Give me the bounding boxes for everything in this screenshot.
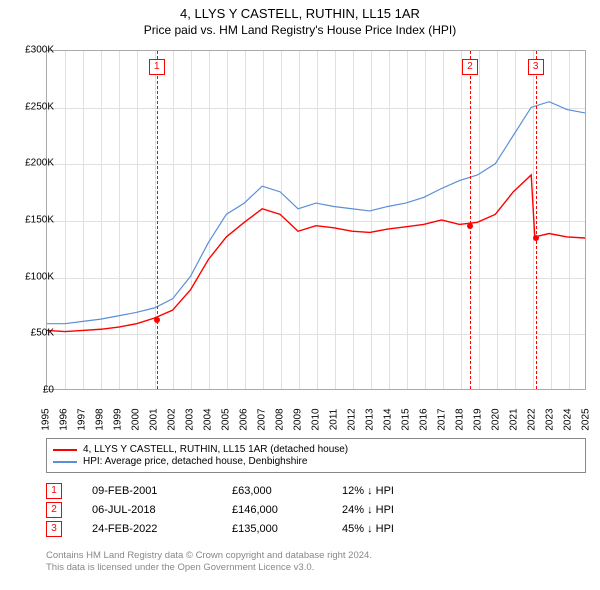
y-axis-label: £50K	[14, 328, 54, 339]
legend: 4, LLYS Y CASTELL, RUTHIN, LL15 1AR (det…	[46, 438, 586, 473]
legend-swatch	[53, 449, 77, 451]
x-axis-label: 1999	[113, 408, 124, 430]
x-axis-label: 2012	[347, 408, 358, 430]
x-axis-label: 2024	[563, 408, 574, 430]
chart-subtitle: Price paid vs. HM Land Registry's House …	[0, 23, 600, 37]
x-axis-label: 2004	[203, 408, 214, 430]
x-axis-label: 2020	[491, 408, 502, 430]
sales-row-diff: 24% ↓ HPI	[342, 504, 462, 516]
sales-row-price: £63,000	[232, 485, 342, 497]
sales-row-price: £146,000	[232, 504, 342, 516]
legend-label: 4, LLYS Y CASTELL, RUTHIN, LL15 1AR (det…	[83, 444, 348, 455]
x-axis-label: 2003	[185, 408, 196, 430]
sales-row: 1 09-FEB-2001£63,00012% ↓ HPI	[46, 483, 586, 499]
x-axis-label: 2023	[545, 408, 556, 430]
x-axis-label: 2007	[257, 408, 268, 430]
legend-row: 4, LLYS Y CASTELL, RUTHIN, LL15 1AR (det…	[53, 444, 579, 455]
legend-swatch	[53, 461, 77, 463]
x-axis-label: 2005	[221, 408, 232, 430]
sale-marker-line	[536, 51, 537, 389]
chart-container: 4, LLYS Y CASTELL, RUTHIN, LL15 1AR Pric…	[0, 0, 600, 590]
sale-marker-line	[470, 51, 471, 389]
sales-row-price: £135,000	[232, 523, 342, 535]
sales-row: 3 24-FEB-2022£135,00045% ↓ HPI	[46, 521, 586, 537]
x-axis-label: 2000	[131, 408, 142, 430]
x-axis-label: 2006	[239, 408, 250, 430]
x-axis-label: 2018	[455, 408, 466, 430]
x-axis-label: 2015	[401, 408, 412, 430]
x-axis-label: 2019	[473, 408, 484, 430]
hpi-line	[47, 102, 585, 324]
x-axis-label: 2002	[167, 408, 178, 430]
sale-marker-line	[157, 51, 158, 389]
sale-dot	[533, 235, 539, 241]
x-axis-label: 2008	[275, 408, 286, 430]
y-axis-label: £300K	[14, 45, 54, 56]
sales-row: 2 06-JUL-2018£146,00024% ↓ HPI	[46, 502, 586, 518]
y-axis-label: £150K	[14, 215, 54, 226]
x-axis-label: 2001	[149, 408, 160, 430]
x-axis-label: 2009	[293, 408, 304, 430]
footer-line2: This data is licensed under the Open Gov…	[46, 562, 586, 574]
sales-row-date: 09-FEB-2001	[92, 485, 232, 497]
chart-title-address: 4, LLYS Y CASTELL, RUTHIN, LL15 1AR	[0, 6, 600, 21]
x-axis-label: 1995	[41, 408, 52, 430]
footer-attribution: Contains HM Land Registry data © Crown c…	[46, 550, 586, 575]
y-axis-label: £100K	[14, 271, 54, 282]
series-svg	[47, 51, 585, 389]
x-axis-label: 2013	[365, 408, 376, 430]
sales-row-diff: 45% ↓ HPI	[342, 523, 462, 535]
x-axis-label: 2017	[437, 408, 448, 430]
sales-row-marker: 2	[46, 502, 62, 518]
sales-row-marker: 1	[46, 483, 62, 499]
sale-marker-box: 1	[149, 59, 165, 75]
x-axis-label: 2022	[527, 408, 538, 430]
sales-row-marker: 3	[46, 521, 62, 537]
property-line	[47, 175, 585, 332]
y-axis-label: £0	[14, 385, 54, 396]
x-axis-label: 1997	[77, 408, 88, 430]
chart-plot-area: 1 2 3	[46, 50, 586, 390]
x-axis-label: 1998	[95, 408, 106, 430]
footer-line1: Contains HM Land Registry data © Crown c…	[46, 550, 586, 562]
x-axis-label: 2025	[581, 408, 592, 430]
x-axis-label: 2010	[311, 408, 322, 430]
x-axis-label: 1996	[59, 408, 70, 430]
legend-row: HPI: Average price, detached house, Denb…	[53, 456, 579, 467]
x-axis-label: 2011	[329, 409, 340, 431]
sales-row-date: 24-FEB-2022	[92, 523, 232, 535]
x-axis-label: 2016	[419, 408, 430, 430]
sales-row-date: 06-JUL-2018	[92, 504, 232, 516]
y-axis-label: £200K	[14, 158, 54, 169]
sales-row-diff: 12% ↓ HPI	[342, 485, 462, 497]
legend-label: HPI: Average price, detached house, Denb…	[83, 456, 307, 467]
x-axis-label: 2014	[383, 408, 394, 430]
sale-marker-box: 2	[462, 59, 478, 75]
sales-table: 1 09-FEB-2001£63,00012% ↓ HPI 2 06-JUL-2018…	[46, 480, 586, 540]
x-axis-label: 2021	[509, 408, 520, 430]
title-block: 4, LLYS Y CASTELL, RUTHIN, LL15 1AR Pric…	[0, 0, 600, 37]
y-axis-label: £250K	[14, 101, 54, 112]
sale-marker-box: 3	[528, 59, 544, 75]
sale-dot	[467, 223, 473, 229]
sale-dot	[154, 317, 160, 323]
